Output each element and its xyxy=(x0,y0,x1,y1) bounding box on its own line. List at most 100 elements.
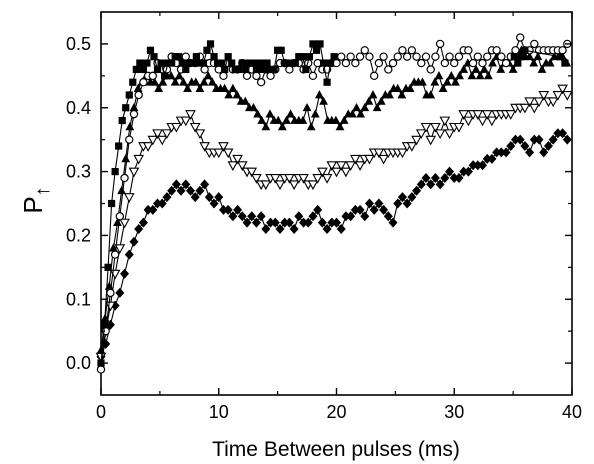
data-point xyxy=(360,211,370,222)
data-point xyxy=(260,180,272,191)
data-point xyxy=(438,83,448,92)
data-point xyxy=(256,78,266,87)
data-point xyxy=(405,83,415,92)
data-point xyxy=(496,147,506,158)
data-point xyxy=(440,172,450,183)
data-point xyxy=(487,153,497,164)
data-point xyxy=(129,236,139,247)
data-point xyxy=(307,180,319,191)
data-point xyxy=(458,110,470,120)
data-point xyxy=(475,71,485,80)
data-point xyxy=(558,128,568,139)
data-point xyxy=(120,268,130,279)
data-point xyxy=(411,135,422,146)
data-point xyxy=(435,39,445,49)
series-line xyxy=(100,35,568,370)
data-point xyxy=(449,172,459,183)
series-line xyxy=(100,49,568,351)
x-tick-label: 0 xyxy=(96,402,106,422)
data-point xyxy=(412,52,421,61)
data-point xyxy=(232,154,243,165)
data-point xyxy=(453,122,465,133)
data-point xyxy=(256,211,266,222)
data-point xyxy=(128,167,140,178)
data-point xyxy=(341,58,351,68)
data-point xyxy=(445,52,454,61)
data-point xyxy=(261,224,271,235)
x-tick-label: 10 xyxy=(209,402,229,422)
data-point xyxy=(430,122,441,133)
data-point xyxy=(123,193,135,203)
y-tick-label: 0.0 xyxy=(66,353,91,373)
data-point xyxy=(206,40,215,48)
data-point xyxy=(384,65,393,74)
data-point xyxy=(299,217,309,228)
data-point xyxy=(365,52,374,61)
data-point xyxy=(161,129,173,140)
data-point xyxy=(352,102,361,112)
data-point xyxy=(242,71,252,81)
data-point xyxy=(224,90,234,99)
data-point xyxy=(459,166,469,177)
data-point xyxy=(402,198,412,209)
data-point xyxy=(227,161,239,171)
data-point xyxy=(298,53,306,61)
data-point xyxy=(426,179,436,190)
data-point xyxy=(259,65,268,74)
data-point xyxy=(210,53,218,61)
data-point xyxy=(222,148,234,159)
data-point xyxy=(431,52,440,61)
data-point xyxy=(561,91,573,101)
data-point xyxy=(379,52,388,61)
data-point xyxy=(181,52,190,61)
data-point xyxy=(270,217,280,228)
data-point xyxy=(492,147,502,158)
data-point xyxy=(552,91,564,101)
data-point xyxy=(331,115,341,124)
y-axis-title-text: P xyxy=(18,196,48,213)
y-axis-ticks: 0.0 0.1 0.2 0.3 0.4 0.5 xyxy=(66,34,572,373)
data-point xyxy=(496,64,506,73)
data-point xyxy=(139,65,147,74)
data-point xyxy=(446,71,456,80)
data-point xyxy=(356,109,366,118)
data-point xyxy=(388,58,398,68)
data-point xyxy=(454,52,464,61)
data-point xyxy=(280,217,290,228)
data-point xyxy=(434,129,446,140)
data-point xyxy=(167,185,177,196)
data-point xyxy=(115,287,125,298)
data-point xyxy=(473,52,482,61)
data-point xyxy=(347,109,357,118)
data-point xyxy=(118,116,126,125)
data-point xyxy=(317,217,327,228)
data-point xyxy=(350,154,361,165)
data-point xyxy=(417,58,426,68)
data-point xyxy=(284,217,294,228)
data-point xyxy=(537,64,547,73)
data-point xyxy=(238,59,246,67)
data-point xyxy=(378,154,389,165)
data-point xyxy=(171,122,182,133)
data-point xyxy=(148,71,158,81)
data-point xyxy=(179,77,188,86)
data-point xyxy=(148,204,158,215)
data-point xyxy=(450,58,459,68)
data-point xyxy=(192,53,200,61)
data-point xyxy=(200,65,209,74)
data-point xyxy=(561,59,569,67)
data-point xyxy=(501,147,511,158)
data-point xyxy=(122,104,130,112)
data-point xyxy=(228,211,238,222)
series-circle-open xyxy=(96,33,572,374)
data-point xyxy=(312,46,321,54)
data-point xyxy=(96,365,106,374)
data-point xyxy=(117,185,127,195)
data-point xyxy=(142,142,154,152)
data-point xyxy=(182,65,190,74)
data-point xyxy=(129,78,137,86)
data-point xyxy=(157,59,165,67)
data-point xyxy=(434,71,444,80)
data-point xyxy=(420,122,432,133)
